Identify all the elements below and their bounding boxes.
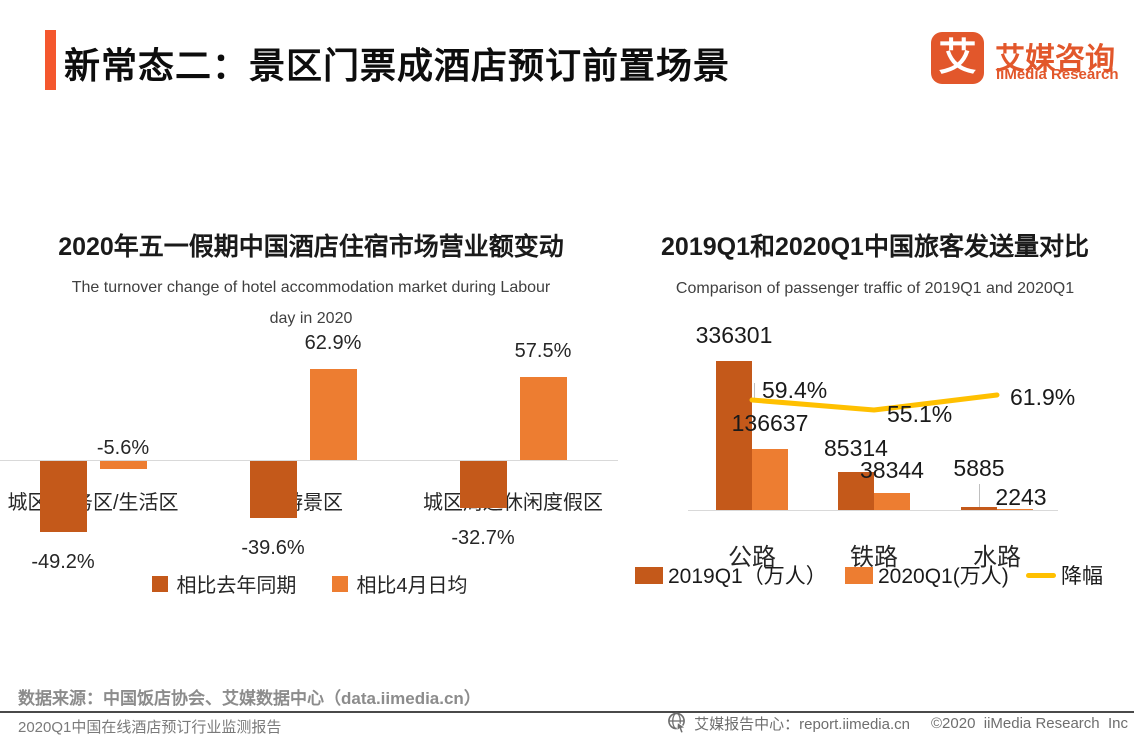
- legend-swatch-icon: [845, 566, 873, 584]
- category-label: 城区周边休闲度假区: [423, 492, 603, 514]
- legend-line-icon: [1026, 572, 1056, 578]
- data-label: -39.6%: [241, 537, 305, 560]
- brand-name-cn: 艾媒咨询: [995, 43, 1115, 76]
- bar-segment: [519, 376, 567, 460]
- bar-segment: [752, 449, 788, 510]
- chart-subtitle: The turnover change of hotel accommodati…: [0, 272, 622, 334]
- data-label: 62.9%: [304, 331, 362, 354]
- hotel-turnover-chart: 2020年五一假期中国酒店住宿市场营业额变动 The turnover chan…: [0, 225, 622, 605]
- bar-segment: [39, 461, 87, 533]
- line-data-label: 59.4%: [762, 377, 828, 403]
- category-label: 城区/商务区/生活区: [7, 492, 179, 514]
- chart-legend: 相比去年同期 相比4月日均: [0, 569, 620, 598]
- chart-subtitle-line2: day in 2020: [269, 310, 353, 327]
- copyright-text: ©2020 iiMedia Research Inc: [931, 714, 1128, 732]
- data-label: 136637: [731, 410, 809, 437]
- data-label: 5885: [953, 455, 1005, 482]
- data-label: 57.5%: [514, 339, 572, 362]
- legend-item: 相比4月日均: [332, 569, 468, 598]
- data-label: 85314: [824, 435, 888, 462]
- data-label: 38344: [860, 457, 924, 483]
- category-label: 水路: [973, 544, 1021, 571]
- bar-segment: [961, 507, 997, 510]
- bar-segment: [716, 361, 752, 510]
- bar-segment: [997, 508, 1033, 510]
- chart-subtitle-line1: The turnover change of hotel accommodati…: [71, 279, 551, 296]
- legend-swatch-icon: [635, 566, 663, 584]
- footer-right: 艾媒报告中心：report.iimedia.cn ©2020 iiMedia R…: [667, 712, 1128, 734]
- category-label: 公路: [728, 544, 776, 571]
- leader-line: [754, 383, 755, 398]
- passenger-traffic-chart: 2019Q1和2020Q1中国旅客发送量对比 Comparison of pas…: [630, 225, 1134, 605]
- plot-area: 公路 铁路 水路 336301 85314 5885 136637 38344 2243 59.4…: [630, 225, 1134, 605]
- legend-item: 降幅: [1026, 563, 1103, 588]
- axis-line: [688, 510, 1058, 511]
- legend-label: 降幅: [1061, 565, 1103, 588]
- legend-label: 2019Q1（万人）: [668, 565, 827, 588]
- data-label: 336301: [695, 322, 773, 348]
- line-data-label: 55.1%: [887, 401, 953, 427]
- legend-item: 2019Q1（万人）: [635, 563, 827, 588]
- data-label: -32.7%: [451, 527, 515, 550]
- brand-name-en: iiMedia Research: [996, 66, 1119, 83]
- title-accent-bar: [45, 30, 56, 90]
- axis-line: [0, 460, 618, 461]
- chart-title: 2019Q1和2020Q1中国旅客发送量对比: [661, 233, 1089, 261]
- footer-divider: [0, 711, 1134, 713]
- bar-segment: [249, 461, 297, 519]
- report-center-text: 艾媒报告中心：report.iimedia.cn: [694, 715, 910, 733]
- leader-line: [979, 484, 980, 507]
- data-label: -49.2%: [31, 551, 95, 574]
- chart-title: 2020年五一假期中国酒店住宿市场营业额变动: [58, 233, 564, 261]
- data-label: 2243: [995, 483, 1047, 510]
- legend-label: 2020Q1(万人): [878, 565, 1009, 588]
- category-label: 旅游景区: [263, 492, 343, 514]
- legend-swatch-icon: [152, 575, 169, 592]
- bar-segment: [874, 493, 910, 510]
- report-title: 2020Q1中国在线酒店预订行业监测报告: [18, 719, 282, 736]
- legend-item: 相比去年同期: [152, 569, 296, 598]
- chart-subtitle: Comparison of passenger traffic of 2019Q…: [675, 280, 1075, 297]
- plot-area: 城区/商务区/生活区 旅游景区 城区周边休闲度假区 -49.2% -39.6% -32.7…: [0, 225, 622, 605]
- page-title: 新常态二：景区门票成酒店预订前置场景: [64, 45, 731, 86]
- bar-segment: [309, 368, 357, 460]
- line-data-label: 61.9%: [1010, 384, 1076, 410]
- legend-label: 相比去年同期: [176, 575, 297, 597]
- legend-item: 2020Q1(万人): [845, 563, 1009, 588]
- bar-segment: [99, 461, 147, 470]
- bar-segment: [838, 472, 874, 510]
- legend-swatch-icon: [332, 575, 349, 592]
- data-source: 数据来源：中国饭店协会、艾媒数据中心（data.iimedia.cn）: [18, 689, 481, 708]
- legend-label: 相比4月日均: [356, 575, 468, 597]
- data-label: -5.6%: [96, 437, 150, 459]
- report-center-globe-icon: [668, 712, 687, 734]
- iimedia-logo-icon: 艾: [931, 32, 984, 84]
- bar-segment: [459, 461, 507, 509]
